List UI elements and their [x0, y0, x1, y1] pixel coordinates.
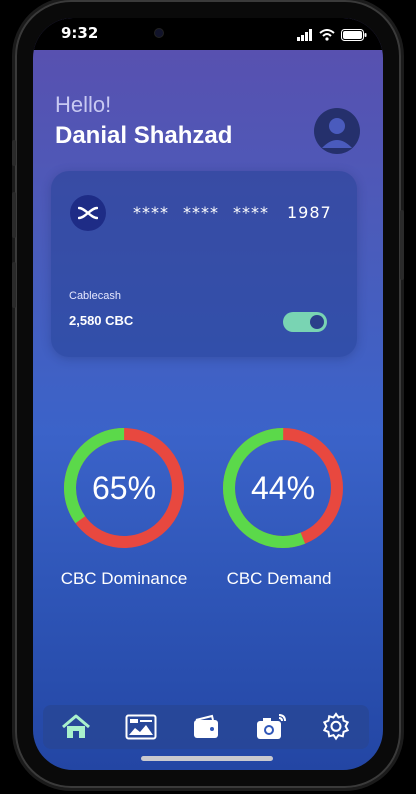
donut-ring: [64, 428, 185, 548]
gauge-label: CBC Demand: [226, 569, 332, 588]
card-number-group: ****: [183, 203, 219, 222]
cablecash-logo-icon: [78, 206, 98, 220]
side-button-volume-down: [12, 262, 16, 308]
card-toggle[interactable]: [283, 312, 327, 332]
card-number-group: ****: [233, 203, 269, 222]
wallet-icon: [193, 714, 218, 738]
front-camera: [154, 28, 164, 38]
user-name: Danial Shahzad: [55, 122, 233, 149]
tab-camera[interactable]: [251, 707, 291, 747]
home-icon: [61, 714, 90, 738]
side-button-power: [400, 210, 404, 280]
bottom-tab-bar: [43, 705, 369, 749]
status-icons: [297, 26, 367, 45]
tab-home[interactable]: [56, 707, 96, 747]
payment-card[interactable]: **** **** **** 1987 Cablecash 2,580 CBC: [51, 171, 357, 357]
dashboard-icon: [125, 714, 157, 740]
wifi-icon: [319, 26, 335, 45]
tab-wallet[interactable]: [186, 707, 226, 747]
card-brand: Cablecash: [69, 290, 121, 302]
gauge-value: 44%: [250, 469, 316, 506]
toggle-knob: [310, 315, 324, 329]
user-icon: [322, 118, 352, 148]
donut-ring: [223, 428, 343, 548]
tab-dashboard[interactable]: [121, 707, 161, 747]
camera-icon: [257, 714, 287, 739]
settings-icon: [323, 712, 350, 741]
side-button-volume-up: [12, 192, 16, 238]
status-bar: 9:32: [33, 18, 383, 50]
tab-settings[interactable]: [316, 707, 356, 747]
status-time: 9:32: [61, 24, 99, 42]
signal-icon: [297, 26, 313, 45]
card-last4: 1987: [287, 203, 332, 222]
side-button-mute: [12, 140, 16, 166]
card-balance: 2,580 CBC: [69, 313, 134, 328]
gauge-label: CBC Dominance: [60, 569, 188, 588]
avatar[interactable]: [314, 108, 360, 154]
donut-segment-value: [223, 428, 343, 548]
battery-icon: [341, 26, 367, 45]
gauge-cbc-dominance: 65%: [62, 426, 186, 550]
home-indicator[interactable]: [141, 756, 273, 761]
card-number-group: ****: [133, 203, 169, 222]
greeting-text: Hello!: [55, 92, 112, 117]
gauge-cbc-demand: 44%: [221, 426, 345, 550]
card-number: **** **** **** 1987: [133, 203, 332, 222]
gauge-value: 65%: [91, 469, 157, 506]
card-logo: [70, 195, 106, 231]
app-screen: 9:32: [33, 18, 383, 770]
